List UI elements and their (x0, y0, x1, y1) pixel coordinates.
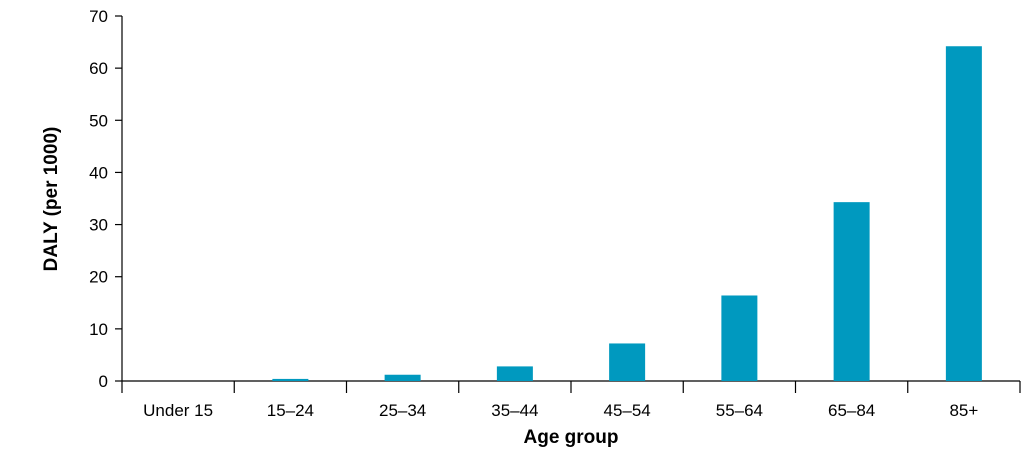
x-axis-title: Age group (524, 427, 619, 448)
bar (833, 202, 870, 381)
bars (272, 46, 982, 381)
bar (945, 46, 982, 381)
y-tick-label: 0 (99, 372, 108, 391)
bar (384, 374, 421, 381)
y-tick-label: 40 (89, 163, 108, 182)
y-tick-label: 30 (89, 216, 108, 235)
bar (272, 378, 309, 381)
x-tick-label: 85+ (949, 401, 978, 420)
y-tick-label: 10 (89, 320, 108, 339)
x-tick-label: 25–34 (379, 401, 426, 420)
x-tick-label: 45–54 (603, 401, 650, 420)
y-tick-label: 50 (89, 111, 108, 130)
x-tick-label: 35–44 (491, 401, 538, 420)
x-axis: Under 15 15–24 25–34 35–44 45–54 55–64 65–84 85… (121, 380, 1021, 420)
y-tick-label: 20 (89, 268, 108, 287)
bar (609, 343, 646, 381)
y-tick-label: 70 (89, 7, 108, 26)
bar (721, 295, 758, 381)
x-tick-label: 55–64 (716, 401, 763, 420)
y-axis-title: DALY (per 1000) (41, 127, 62, 272)
x-tick-label: 15–24 (267, 401, 314, 420)
x-tick-label: 65–84 (828, 401, 875, 420)
y-tick-label: 60 (89, 59, 108, 78)
bar (496, 366, 533, 381)
y-axis: 0 10 20 30 40 50 60 70 (89, 7, 123, 391)
x-tick-label: Under 15 (143, 401, 213, 420)
